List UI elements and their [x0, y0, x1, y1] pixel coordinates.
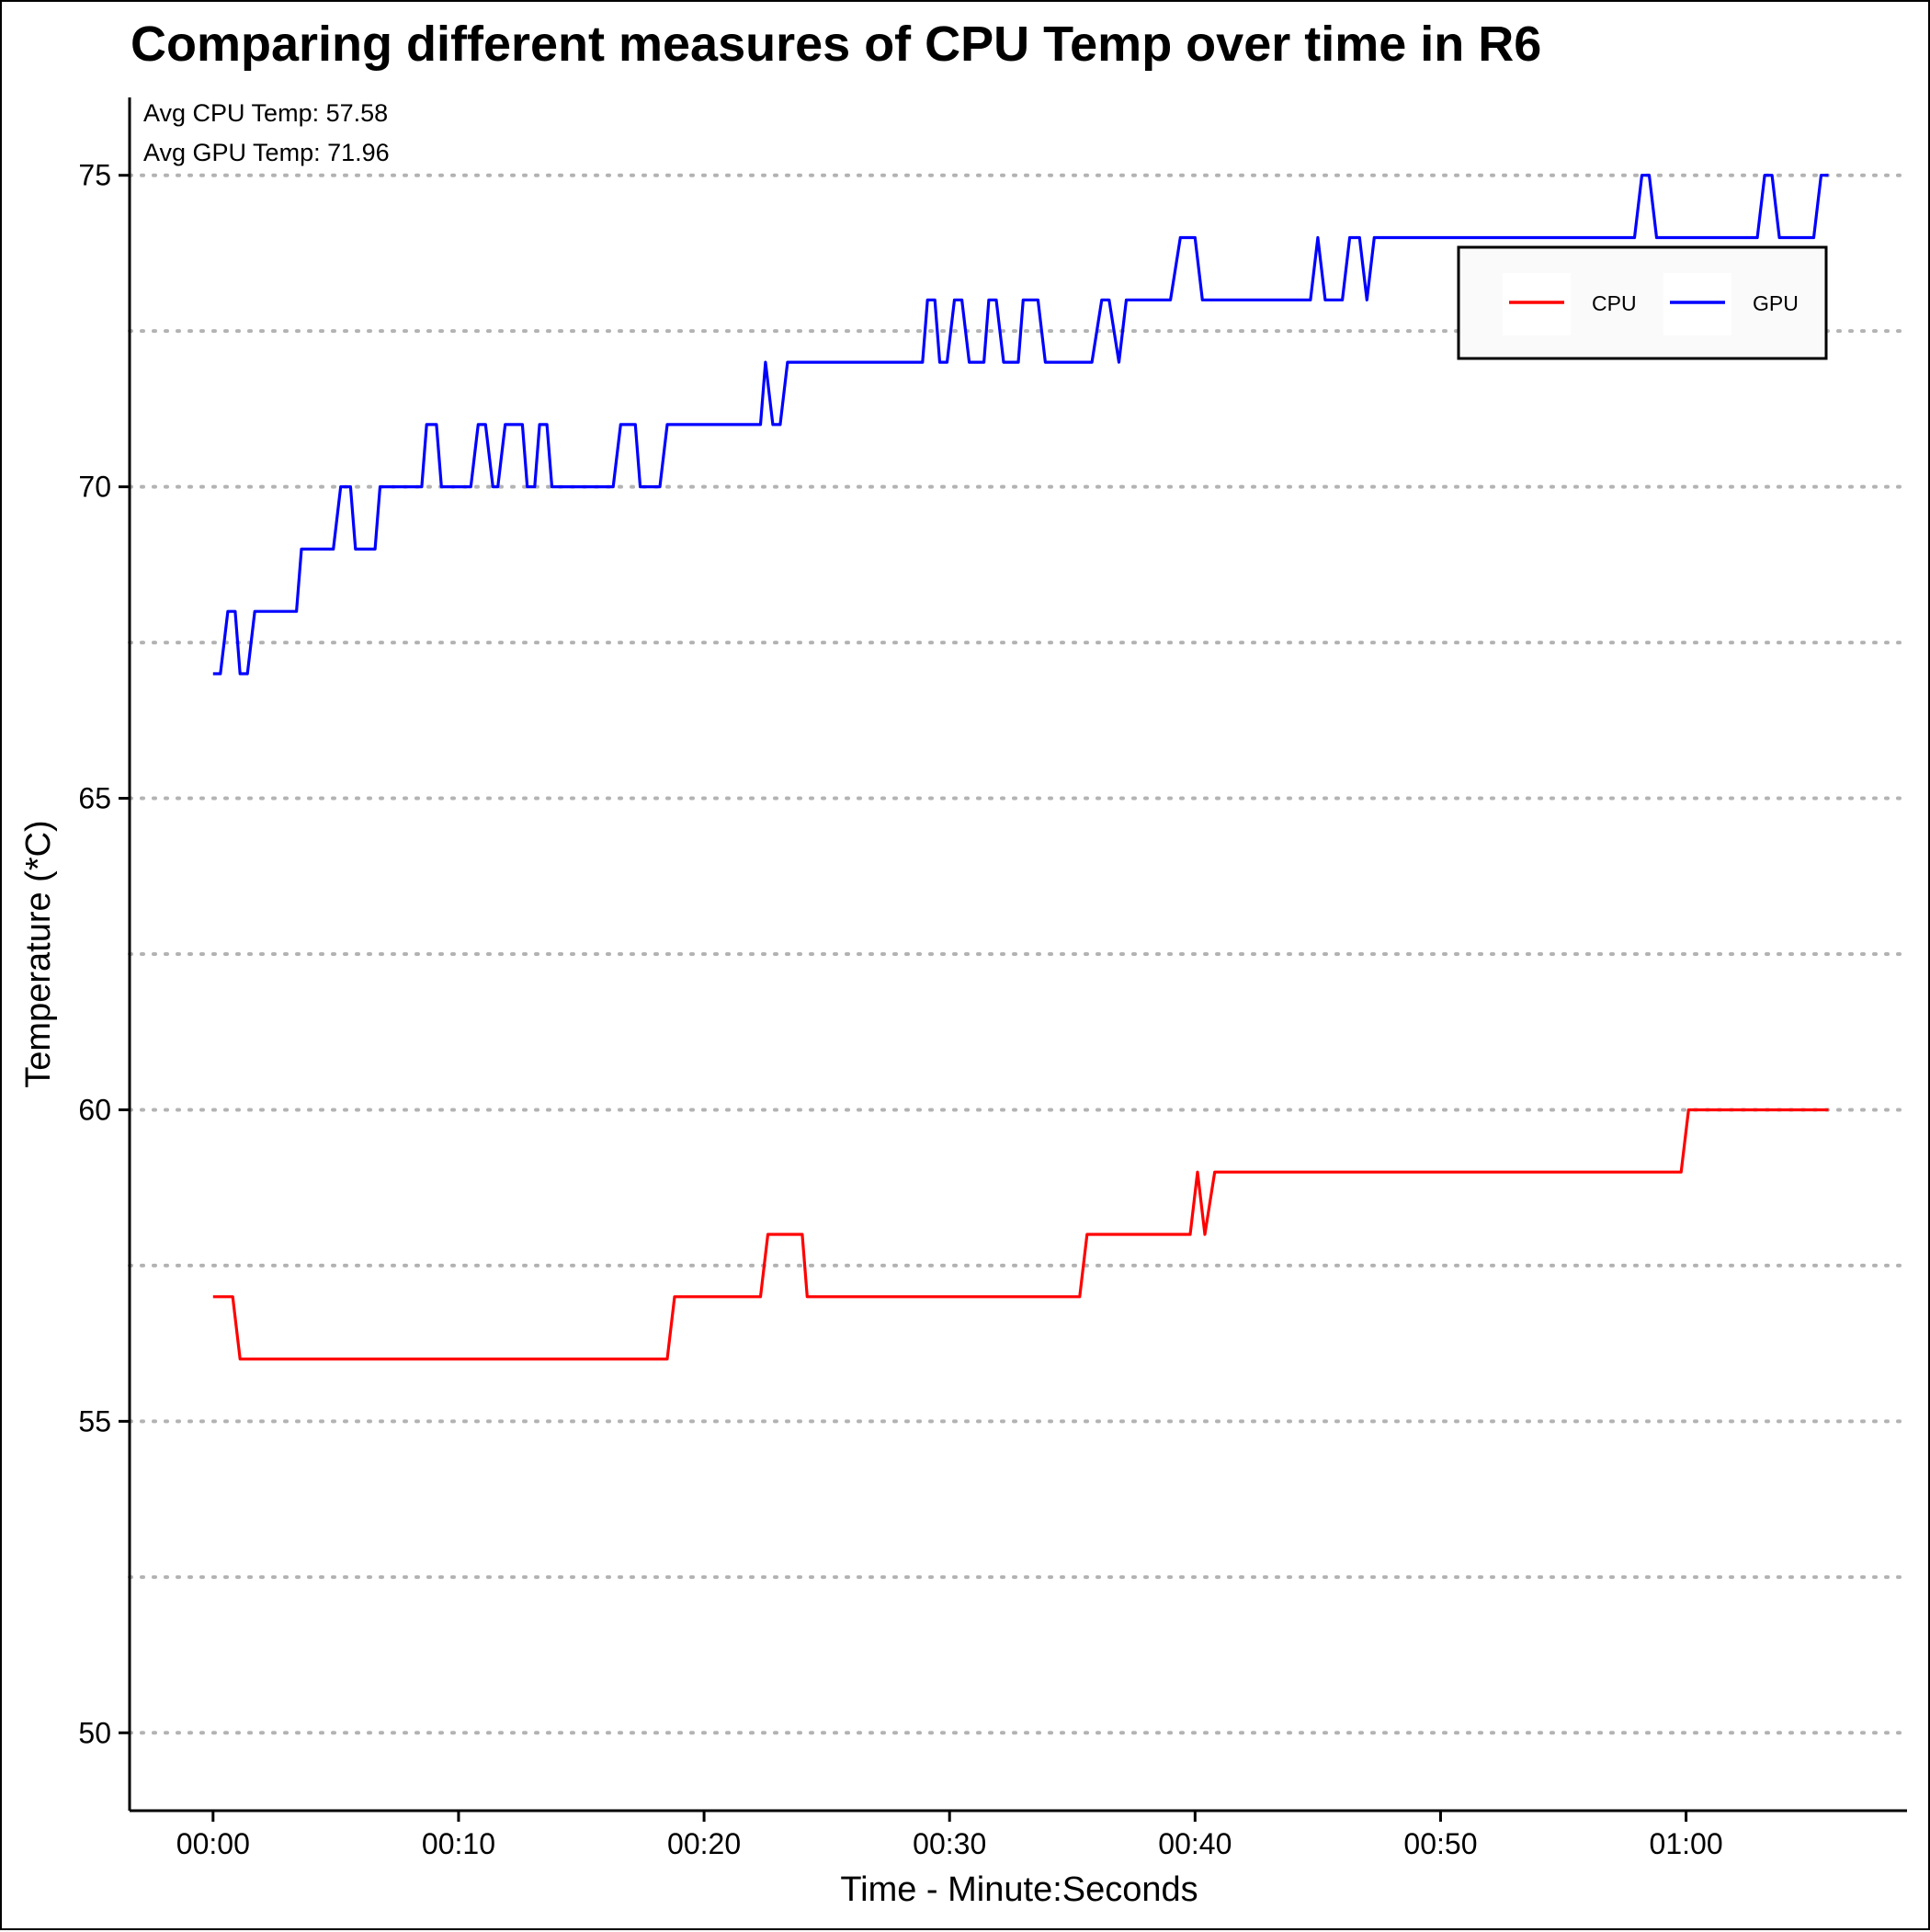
series-layer [212, 174, 1829, 1361]
chart-title: Comparing different measures of CPU Temp… [131, 17, 1541, 72]
x-tick-label: 01:00 [1650, 1827, 1723, 1860]
y-tick-label: 75 [78, 159, 111, 192]
x-tick-label: 00:30 [913, 1827, 986, 1860]
x-tick-label: 00:50 [1403, 1827, 1477, 1860]
legend-label-gpu: GPU [1753, 291, 1799, 315]
y-tick-label: 50 [78, 1716, 111, 1749]
x-tick-label: 00:40 [1158, 1827, 1232, 1860]
x-tick-label: 00:10 [422, 1827, 495, 1860]
legend: CPU GPU [1457, 245, 1828, 360]
grid-lines [128, 173, 1909, 1735]
x-tick-label: 00:00 [176, 1827, 250, 1860]
series-line-gpu [212, 174, 1829, 676]
avg-cpu-annotation: Avg CPU Temp: 57.58 [143, 99, 388, 127]
series-line-cpu [212, 1108, 1829, 1361]
y-axis-ticks: 50 55 60 65 70 75 [78, 159, 130, 1749]
avg-gpu-annotation: Avg GPU Temp: 71.96 [143, 139, 390, 166]
y-tick-label: 60 [78, 1093, 111, 1126]
x-axis-title: Time - Minute:Seconds [840, 1870, 1198, 1909]
y-tick-label: 55 [78, 1404, 111, 1438]
legend-key-bg-cpu [1503, 273, 1571, 335]
x-tick-label: 00:20 [667, 1827, 741, 1860]
legend-label-cpu: CPU [1592, 291, 1637, 315]
y-tick-label: 70 [78, 471, 111, 504]
y-axis-title: Temperature (*C) [19, 820, 58, 1087]
legend-key-bg-gpu [1663, 273, 1731, 335]
x-axis-ticks: 00:00 00:10 00:20 00:30 00:40 00:50 01:00 [176, 1811, 1723, 1860]
y-tick-label: 65 [78, 782, 111, 815]
